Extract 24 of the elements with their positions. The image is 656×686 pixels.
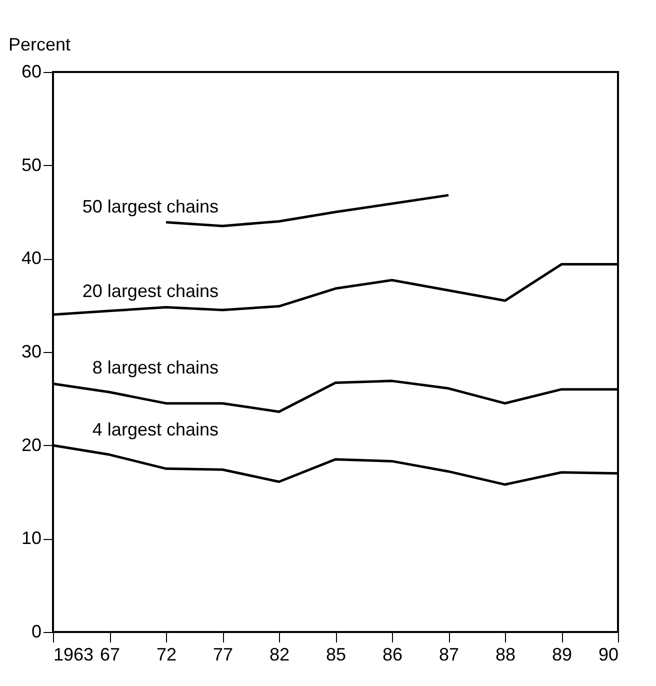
x-tick-label: 77 [212,644,234,664]
x-tick-label: 85 [326,644,346,664]
y-tick-label: 40 [21,248,42,268]
y-tick-label: 60 [21,62,42,82]
x-tick-label: 90 [598,644,618,664]
y-tick-label: 0 [31,622,42,642]
y-tick-label: 30 [21,342,42,362]
x-tick-label: 82 [269,644,290,664]
y-tick-label: 10 [21,528,42,548]
y-tick-label: 50 [21,154,42,175]
series-label: 50 largest chains [82,196,218,216]
x-tick-label: 67 [100,644,120,664]
series-label: 20 largest chains [82,281,218,302]
x-tick-label: 86 [382,644,403,664]
line-series [164,194,450,228]
y-tick-label: 20 [21,434,42,455]
x-tick-label: 89 [552,644,572,664]
x-tick-label: 1963 [54,644,94,664]
x-tick-label: 87 [438,644,460,664]
series-label: 4 largest chains [92,419,218,440]
x-tick-label: 88 [495,644,516,664]
x-tick-label: 72 [156,644,177,664]
series-label: 8 largest chains [92,358,218,378]
y-axis-title: Percent [8,34,71,54]
